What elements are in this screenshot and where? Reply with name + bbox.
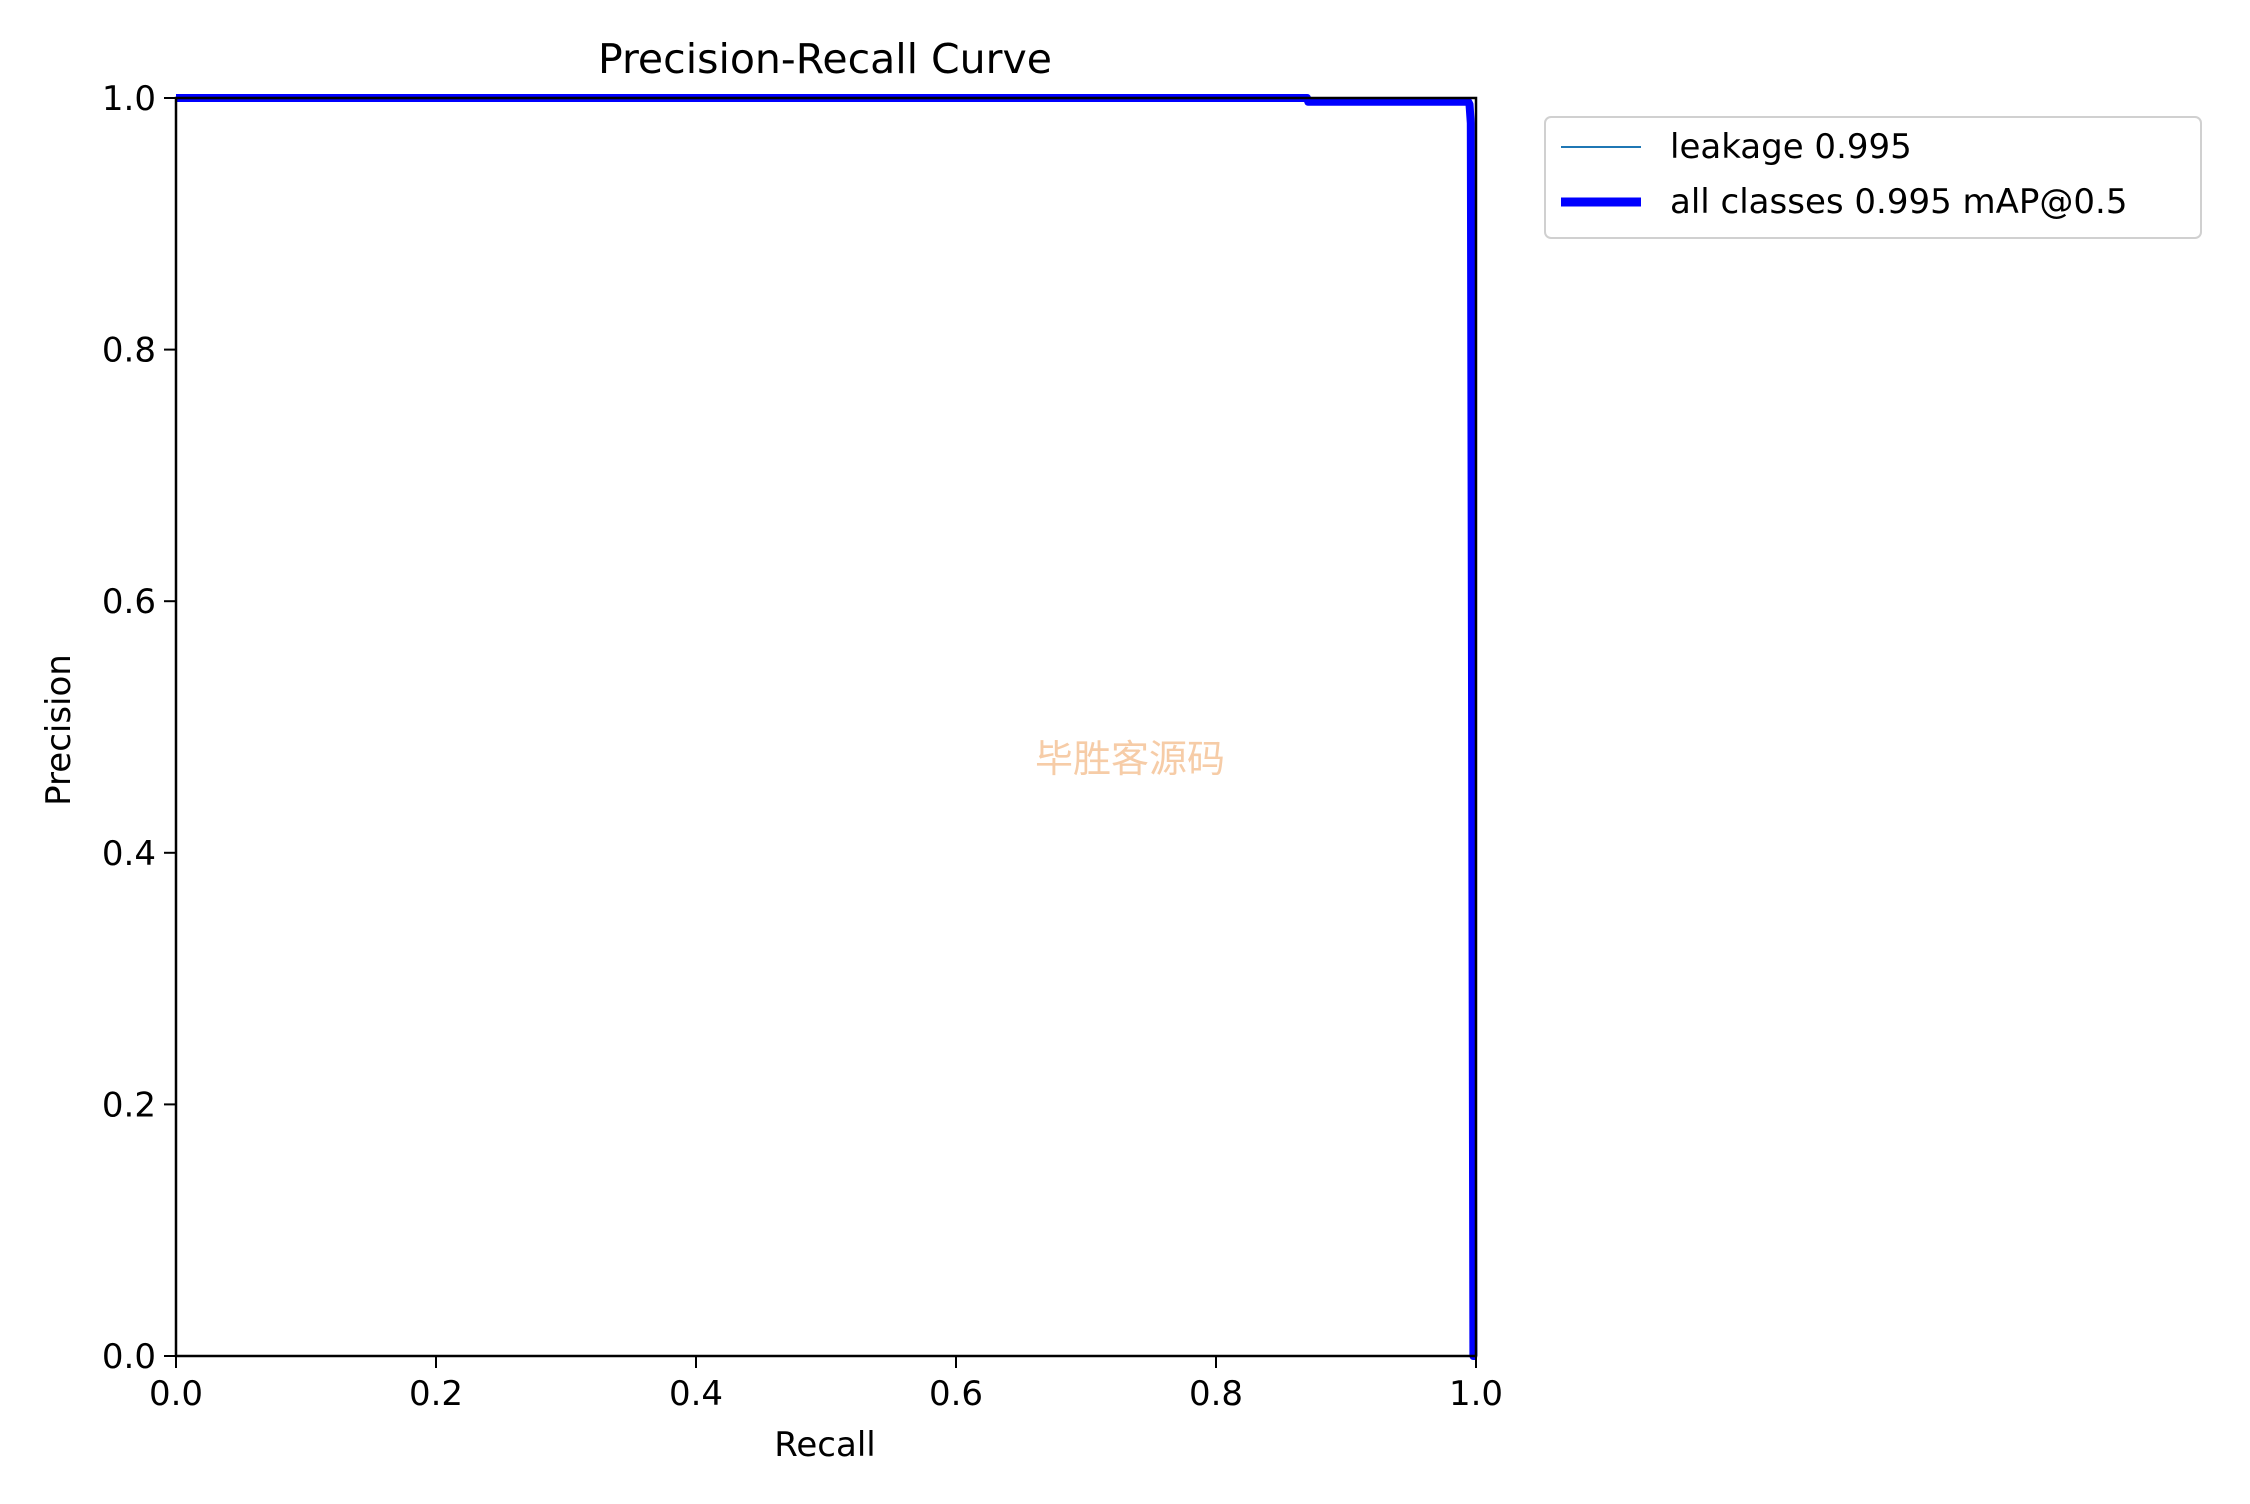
y-tick-label-3: 0.6 (102, 582, 156, 622)
x-tick-label-4: 0.8 (1189, 1374, 1243, 1414)
y-tick-label-1: 0.2 (102, 1085, 156, 1125)
y-tick-label-5: 1.0 (102, 79, 156, 119)
legend-frame (1544, 116, 2202, 239)
y-tick-label-2: 0.4 (102, 834, 156, 874)
x-tick-label-2: 0.4 (669, 1374, 723, 1414)
axes-layer: 0.0 0.2 0.4 0.6 0.8 1.0 0.0 0.2 0.4 0.6 0.8 1.0 (102, 79, 1503, 1414)
x-tick-label-0: 0.0 (149, 1374, 203, 1414)
legend: leakage 0.995 all classes 0.995 mAP@0.5 (1544, 116, 2202, 239)
plot-frame (174, 96, 1478, 1358)
plot-background (176, 98, 1476, 1356)
series-line-1 (176, 94, 1478, 1360)
x-tick-label-5: 1.0 (1449, 1374, 1503, 1414)
series-layer (176, 94, 1478, 1360)
y-axis-title: Precision (39, 654, 79, 806)
y-tick-label-0: 0.0 (102, 1337, 156, 1377)
legend-label-leakage: leakage 0.995 (1670, 127, 1912, 167)
x-tick-label-1: 0.2 (409, 1374, 463, 1414)
x-axis-title: Recall (774, 1425, 875, 1465)
plot-area (176, 98, 1476, 1356)
legend-label-all-classes: all classes 0.995 mAP@0.5 (1670, 182, 2127, 222)
y-tick-label-4: 0.8 (102, 331, 156, 371)
x-tick-label-3: 0.6 (929, 1374, 983, 1414)
watermark-text: 毕胜客源码 (1035, 737, 1225, 781)
chart-title: Precision-Recall Curve (598, 35, 1052, 83)
